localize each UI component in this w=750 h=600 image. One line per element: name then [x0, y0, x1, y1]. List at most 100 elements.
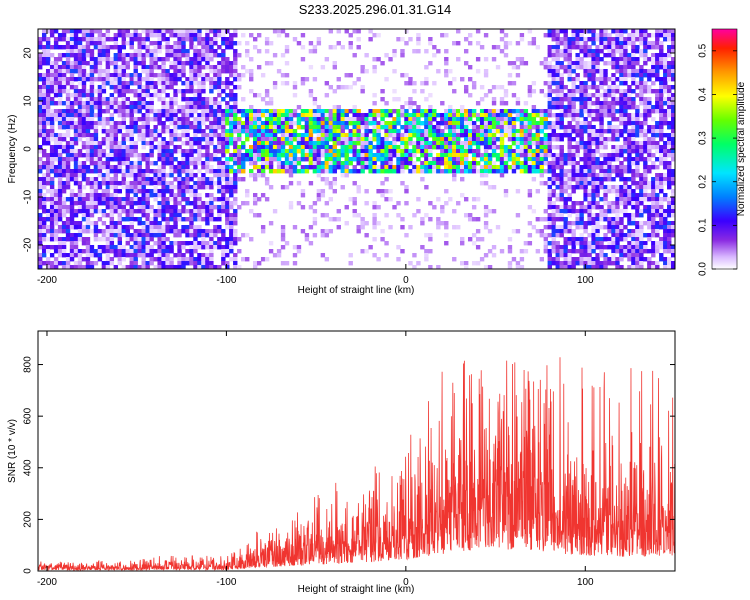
- spectrogram-cell: [364, 153, 369, 158]
- spectrogram-cell: [507, 165, 513, 170]
- spectrogram-cell: [45, 37, 51, 42]
- spectrogram-cell: [380, 137, 385, 142]
- spectrogram-cell: [416, 145, 421, 150]
- spectrogram-cell: [161, 161, 166, 166]
- spectrogram-cell: [181, 205, 186, 210]
- spectrogram-cell: [555, 173, 560, 178]
- spectrogram-cell: [579, 37, 584, 42]
- spectrogram-cell: [396, 97, 401, 102]
- spectrogram-cell: [587, 241, 592, 246]
- spectrogram-cell: [77, 225, 83, 230]
- spectrogram-cell: [591, 117, 596, 122]
- spectrogram-cell: [81, 209, 87, 214]
- spectrogram-cell: [221, 193, 226, 198]
- spectrogram-cell: [225, 205, 230, 210]
- spectrogram-cell: [320, 145, 326, 150]
- spectrogram-cell: [587, 45, 592, 50]
- spectrogram-cell: [571, 261, 576, 266]
- spectrogram-cell: [101, 213, 107, 218]
- spectrogram-cell: [209, 105, 214, 110]
- spectrogram-cell: [73, 61, 79, 66]
- spectrogram-cell: [487, 125, 493, 130]
- spectrogram-cell: [117, 125, 123, 130]
- spectrogram-cell: [165, 237, 170, 242]
- spectrogram-cell: [332, 113, 337, 118]
- spectrogram-cell: [380, 161, 385, 166]
- spectrogram-cell: [571, 233, 576, 238]
- spectrogram-cell: [316, 145, 322, 150]
- spectrogram-cell: [145, 45, 150, 50]
- spectrogram-cell: [575, 41, 580, 46]
- spectrogram-cell: [197, 73, 202, 78]
- spectrogram-cell: [225, 181, 230, 186]
- spectrogram-cell: [471, 241, 477, 246]
- spectrogram-cell: [77, 265, 83, 269]
- spectrogram-cell: [38, 105, 43, 110]
- spectrogram-cell: [619, 65, 624, 70]
- spectrogram-cell: [157, 173, 162, 178]
- spectrogram-cell: [368, 29, 373, 34]
- spectrogram-cell: [249, 153, 254, 158]
- spectrogram-cell: [595, 233, 600, 238]
- spectrogram-cell: [579, 181, 584, 186]
- spectrogram-cell: [225, 173, 230, 178]
- spectrogram-cell: [65, 61, 71, 66]
- spectrogram-cell: [169, 113, 174, 118]
- spectrogram-cell: [233, 181, 238, 186]
- spectrogram-cell: [519, 57, 525, 62]
- spectrogram-cell: [575, 117, 580, 122]
- spectrogram-cell: [412, 145, 417, 150]
- spectrogram-cell: [599, 137, 604, 142]
- spectrogram-cell: [81, 89, 87, 94]
- spectrogram-cell: [272, 129, 278, 134]
- spectrogram-cell: [161, 89, 166, 94]
- spectrogram-cell: [133, 153, 138, 158]
- spectrogram-cell: [38, 181, 43, 186]
- spectrogram-cell: [141, 181, 146, 186]
- spectrogram-cell: [479, 169, 485, 174]
- spectrogram-cell: [193, 161, 198, 166]
- spectrogram-cell: [296, 105, 302, 110]
- spectrogram-cell: [153, 249, 158, 254]
- spectrogram-cell: [356, 77, 361, 82]
- spectrogram-cell: [587, 173, 592, 178]
- spectrogram-cell: [559, 149, 564, 154]
- spectrogram-cell: [563, 229, 568, 234]
- spectrogram-cell: [133, 265, 138, 269]
- spectrogram-cell: [304, 113, 310, 118]
- spectrogram-cell: [197, 105, 202, 110]
- spectrogram-cell: [201, 101, 206, 106]
- spectrogram-cell: [173, 177, 178, 182]
- spectrogram-cell: [149, 85, 154, 90]
- spectrogram-cell: [452, 157, 457, 162]
- spectrogram-cell: [599, 141, 604, 146]
- spectrogram-cell: [105, 29, 111, 34]
- spectrogram-cell: [527, 161, 533, 166]
- spectrogram-cell: [81, 165, 87, 170]
- spectrogram-cell: [595, 77, 600, 82]
- spectrogram-cell: [197, 149, 202, 154]
- spectrogram-cell: [555, 125, 560, 130]
- spectrogram-cell: [603, 53, 608, 58]
- spectrogram-cell: [587, 53, 592, 58]
- spectrogram-cell: [448, 113, 453, 118]
- spectrogram-cell: [209, 137, 214, 142]
- spectrogram-cell: [424, 149, 429, 154]
- spectrogram-cell: [165, 221, 170, 226]
- spectrogram-cell: [436, 113, 441, 118]
- spectrogram-cell: [173, 169, 178, 174]
- spectrogram-cell: [189, 45, 194, 50]
- spectrogram-cell: [41, 81, 47, 86]
- spectrogram-cell: [61, 61, 67, 66]
- spectrogram-cell: [221, 173, 226, 178]
- spectrogram-cell: [49, 157, 55, 162]
- spectrogram-cell: [101, 89, 107, 94]
- spectrogram-cell: [368, 157, 373, 162]
- spectrogram-cell: [511, 125, 517, 130]
- spectrogram-cell: [197, 261, 202, 266]
- spectrogram-cell: [49, 181, 55, 186]
- spectrogram-cell: [117, 73, 123, 78]
- spectrogram-cell: [189, 65, 194, 70]
- spectrogram-cell: [217, 45, 222, 50]
- spectrogram-cell: [308, 49, 314, 54]
